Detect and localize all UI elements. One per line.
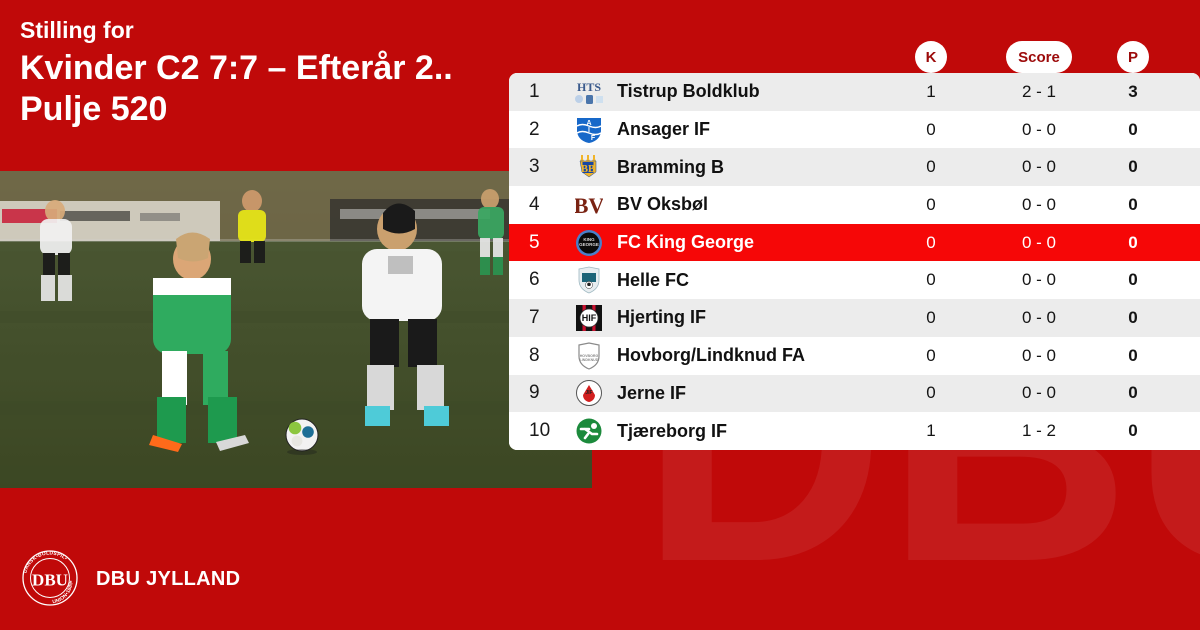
svg-text:BB: BB xyxy=(581,164,595,175)
svg-text:JIF: JIF xyxy=(585,390,592,396)
svg-text:I: I xyxy=(588,127,590,134)
svg-text:HIF: HIF xyxy=(582,313,597,323)
svg-text:F: F xyxy=(591,135,596,142)
svg-text:LINDKNUD: LINDKNUD xyxy=(580,358,599,362)
svg-text:DBU: DBU xyxy=(32,571,68,590)
svg-text:A: A xyxy=(586,120,591,127)
svg-text:HTS: HTS xyxy=(577,80,601,94)
svg-text:GEORGE: GEORGE xyxy=(579,242,599,247)
svg-text:BV: BV xyxy=(575,193,603,218)
